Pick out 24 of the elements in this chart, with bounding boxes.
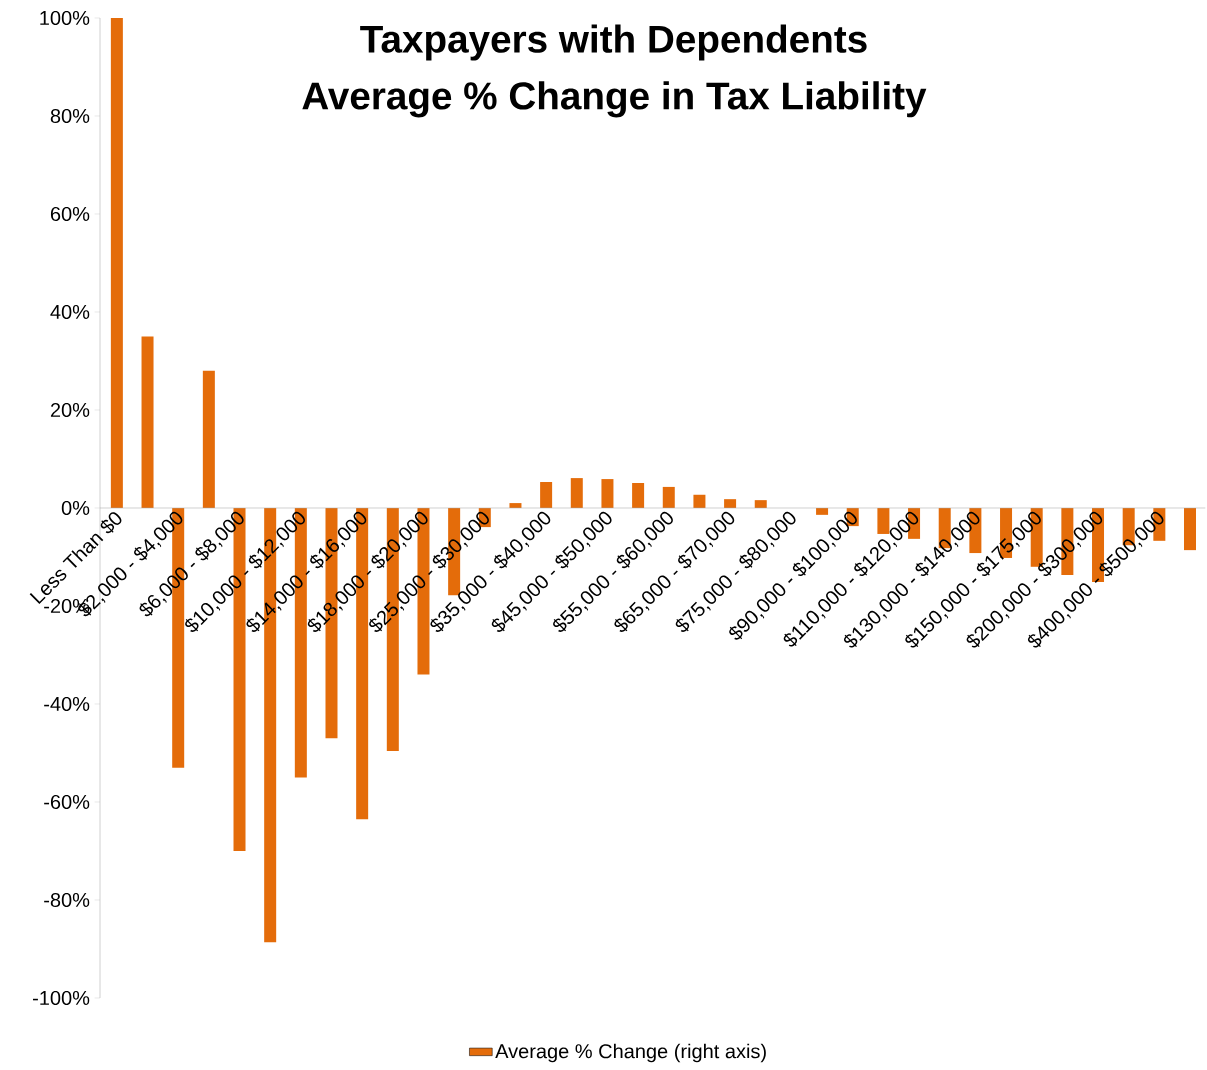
- bar: [632, 483, 645, 508]
- y-tick-label: 0%: [61, 500, 90, 516]
- bar: [724, 499, 737, 508]
- y-tick-label: 80%: [50, 108, 90, 124]
- bar: [570, 478, 583, 508]
- y-tick-label: 20%: [50, 402, 90, 418]
- y-tick-label: 40%: [50, 304, 90, 320]
- bar: [141, 336, 154, 508]
- bar: [202, 370, 215, 508]
- y-tick-label: -60%: [44, 794, 90, 810]
- bar: [110, 17, 123, 508]
- y-tick-label: -100%: [33, 990, 90, 1006]
- bar: [693, 494, 706, 508]
- bar: [1184, 507, 1197, 551]
- legend-label: Average % Change (right axis): [495, 1043, 766, 1063]
- y-tick-label: -40%: [44, 696, 90, 712]
- bar: [601, 479, 614, 508]
- y-tick-label: 100%: [40, 10, 90, 26]
- bar: [662, 486, 675, 508]
- y-tick-label: -80%: [44, 892, 90, 908]
- bar: [540, 482, 553, 508]
- text: Average % Change in Tax Liability: [302, 81, 927, 118]
- y-tick-label: 60%: [50, 206, 90, 222]
- chart-title: Taxpayers with Dependents: [360, 24, 867, 61]
